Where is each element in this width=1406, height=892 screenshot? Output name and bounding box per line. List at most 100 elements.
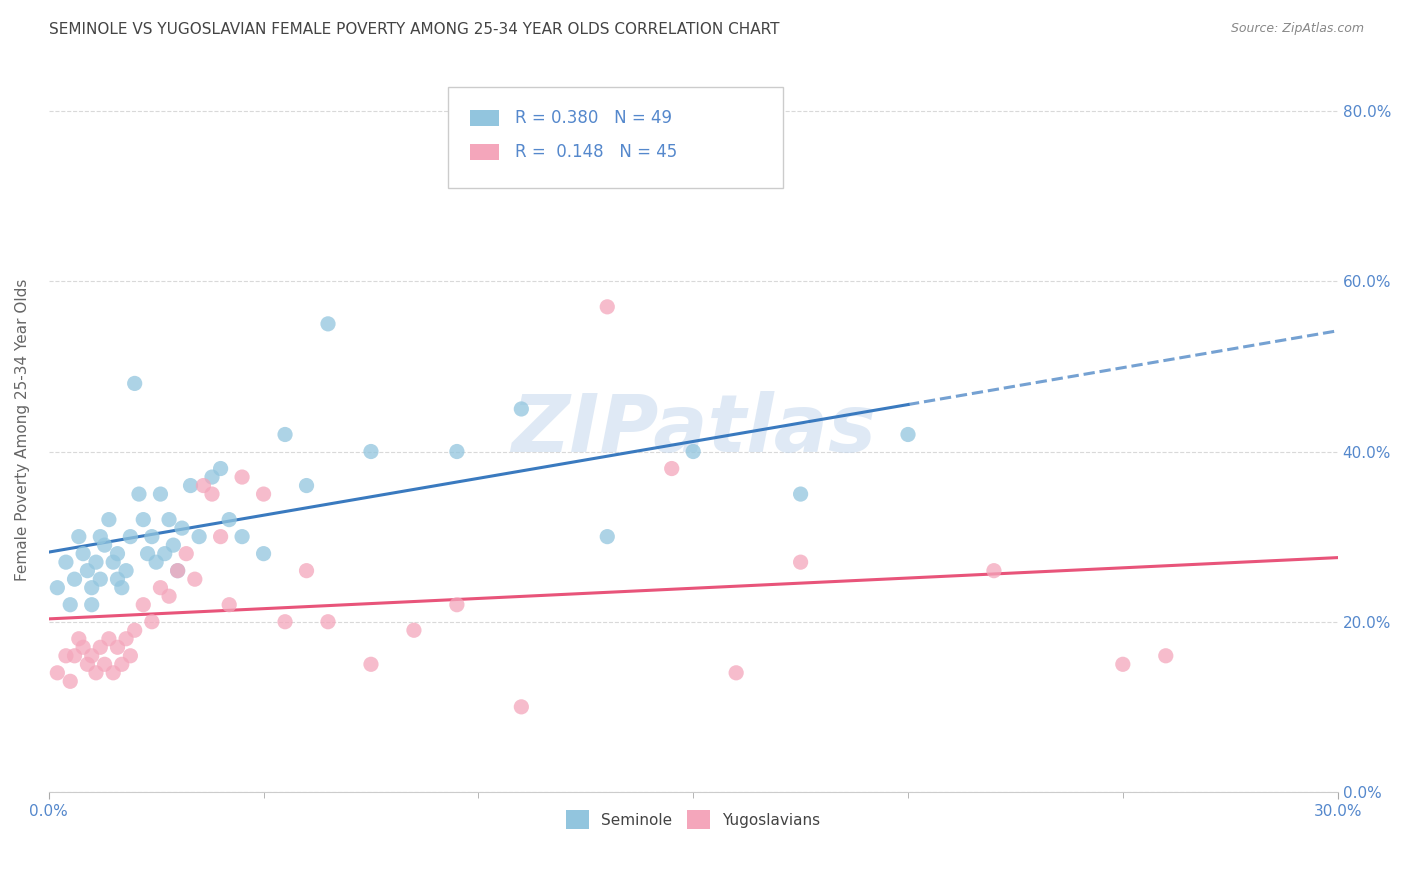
Point xyxy=(188,530,211,544)
Point xyxy=(1112,657,1135,672)
Point xyxy=(209,461,232,475)
Bar xyxy=(470,110,499,126)
Point xyxy=(76,564,98,578)
Point xyxy=(145,555,167,569)
Text: R = 0.380   N = 49: R = 0.380 N = 49 xyxy=(516,109,672,127)
Legend: Seminole, Yugoslavians: Seminole, Yugoslavians xyxy=(560,804,827,835)
Point xyxy=(111,657,134,672)
Point xyxy=(111,581,134,595)
Point xyxy=(316,615,339,629)
Point xyxy=(360,444,382,458)
Point xyxy=(149,581,172,595)
Point xyxy=(897,427,920,442)
Point xyxy=(661,461,683,475)
Point xyxy=(157,589,180,603)
Point xyxy=(166,564,188,578)
Point xyxy=(55,555,77,569)
Point xyxy=(84,665,107,680)
Point xyxy=(510,699,533,714)
Point xyxy=(446,444,468,458)
Point xyxy=(115,632,138,646)
Point xyxy=(789,487,811,501)
Point xyxy=(360,657,382,672)
Point xyxy=(132,513,155,527)
Point xyxy=(157,513,180,527)
Text: R =  0.148   N = 45: R = 0.148 N = 45 xyxy=(516,143,678,161)
Point xyxy=(80,581,103,595)
Point xyxy=(201,470,224,484)
Point xyxy=(252,547,274,561)
Point xyxy=(1154,648,1177,663)
Y-axis label: Female Poverty Among 25-34 Year Olds: Female Poverty Among 25-34 Year Olds xyxy=(15,279,30,582)
Point xyxy=(120,648,142,663)
Point xyxy=(84,555,107,569)
Point xyxy=(89,530,111,544)
Point xyxy=(67,632,90,646)
Text: SEMINOLE VS YUGOSLAVIAN FEMALE POVERTY AMONG 25-34 YEAR OLDS CORRELATION CHART: SEMINOLE VS YUGOSLAVIAN FEMALE POVERTY A… xyxy=(49,22,780,37)
Point xyxy=(180,478,202,492)
Point xyxy=(231,530,253,544)
Point xyxy=(80,598,103,612)
FancyBboxPatch shape xyxy=(449,87,783,188)
Point xyxy=(596,530,619,544)
Point xyxy=(103,555,125,569)
Point xyxy=(59,598,82,612)
Point xyxy=(136,547,159,561)
Point xyxy=(141,615,163,629)
Point xyxy=(218,598,240,612)
Point xyxy=(120,530,142,544)
Point xyxy=(316,317,339,331)
Point xyxy=(166,564,188,578)
Point xyxy=(46,665,69,680)
Point xyxy=(983,564,1005,578)
Point xyxy=(274,615,297,629)
Point xyxy=(596,300,619,314)
Point xyxy=(295,478,318,492)
Point xyxy=(46,581,69,595)
Point xyxy=(402,624,425,638)
Point xyxy=(170,521,193,535)
Point xyxy=(128,487,150,501)
Point xyxy=(682,444,704,458)
Point xyxy=(93,657,115,672)
Point xyxy=(209,530,232,544)
Point xyxy=(725,665,748,680)
Point xyxy=(63,648,86,663)
Point xyxy=(446,598,468,612)
Point xyxy=(107,547,129,561)
Point xyxy=(132,598,155,612)
Point xyxy=(149,487,172,501)
Point xyxy=(97,632,120,646)
Point xyxy=(93,538,115,552)
Point xyxy=(295,564,318,578)
Point xyxy=(67,530,90,544)
Point xyxy=(184,572,207,586)
Point xyxy=(107,640,129,655)
Point xyxy=(72,547,94,561)
Point xyxy=(201,487,224,501)
Point xyxy=(59,674,82,689)
Point xyxy=(80,648,103,663)
Point xyxy=(72,640,94,655)
Point xyxy=(162,538,184,552)
Point xyxy=(97,513,120,527)
Point xyxy=(107,572,129,586)
Text: Source: ZipAtlas.com: Source: ZipAtlas.com xyxy=(1230,22,1364,36)
Point xyxy=(103,665,125,680)
Bar xyxy=(470,144,499,160)
Point xyxy=(76,657,98,672)
Point xyxy=(174,547,197,561)
Text: ZIPatlas: ZIPatlas xyxy=(510,392,876,469)
Point xyxy=(141,530,163,544)
Point xyxy=(124,376,146,391)
Point xyxy=(153,547,176,561)
Point xyxy=(193,478,215,492)
Point xyxy=(789,555,811,569)
Point xyxy=(63,572,86,586)
Point xyxy=(89,572,111,586)
Point xyxy=(89,640,111,655)
Point xyxy=(252,487,274,501)
Point xyxy=(115,564,138,578)
Point xyxy=(231,470,253,484)
Point xyxy=(55,648,77,663)
